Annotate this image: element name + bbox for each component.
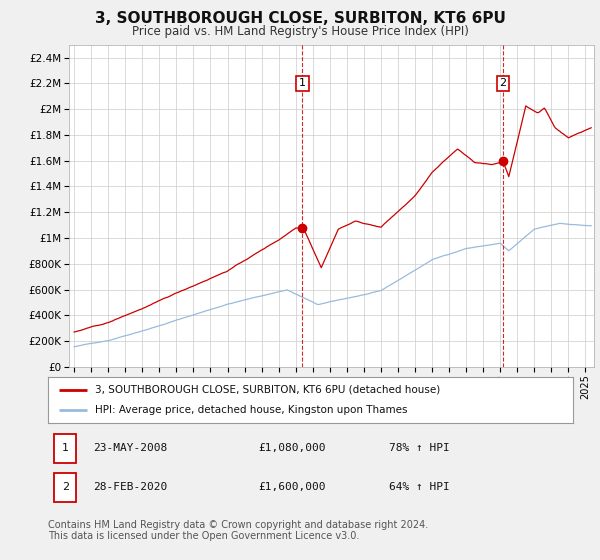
FancyBboxPatch shape (54, 473, 76, 502)
Text: 2: 2 (500, 78, 507, 88)
Text: HPI: Average price, detached house, Kingston upon Thames: HPI: Average price, detached house, King… (95, 405, 408, 415)
Text: 1: 1 (299, 78, 306, 88)
Text: 1: 1 (62, 444, 69, 453)
Text: 3, SOUTHBOROUGH CLOSE, SURBITON, KT6 6PU: 3, SOUTHBOROUGH CLOSE, SURBITON, KT6 6PU (95, 11, 505, 26)
Text: £1,600,000: £1,600,000 (258, 483, 325, 492)
Text: 23-MAY-2008: 23-MAY-2008 (92, 444, 167, 453)
Text: 78% ↑ HPI: 78% ↑ HPI (389, 444, 450, 453)
Text: £1,080,000: £1,080,000 (258, 444, 325, 453)
Text: Price paid vs. HM Land Registry's House Price Index (HPI): Price paid vs. HM Land Registry's House … (131, 25, 469, 38)
FancyBboxPatch shape (54, 433, 76, 463)
Text: Contains HM Land Registry data © Crown copyright and database right 2024.
This d: Contains HM Land Registry data © Crown c… (48, 520, 428, 542)
Text: 28-FEB-2020: 28-FEB-2020 (92, 483, 167, 492)
Text: 64% ↑ HPI: 64% ↑ HPI (389, 483, 450, 492)
Text: 2: 2 (62, 483, 69, 492)
Text: 3, SOUTHBOROUGH CLOSE, SURBITON, KT6 6PU (detached house): 3, SOUTHBOROUGH CLOSE, SURBITON, KT6 6PU… (95, 385, 440, 395)
